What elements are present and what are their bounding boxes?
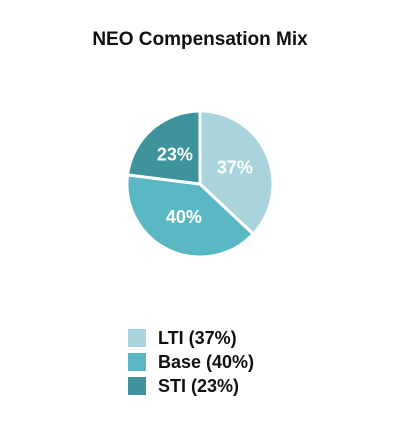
pie-slice [198, 109, 275, 237]
chart-title: NEO Compensation Mix [92, 29, 308, 50]
data-label: 37% [217, 158, 253, 178]
legend-label: Base (40%) [158, 352, 254, 372]
legend-swatch [128, 353, 146, 371]
pie-slice [125, 173, 256, 259]
legend-swatch [128, 377, 146, 395]
pie-slice [125, 109, 202, 186]
data-label: 40% [166, 207, 202, 227]
legend-label: STI (23%) [158, 376, 239, 396]
data-label: 23% [157, 144, 193, 164]
legend-label: LTI (37%) [158, 328, 237, 348]
legend-swatch [128, 329, 146, 347]
